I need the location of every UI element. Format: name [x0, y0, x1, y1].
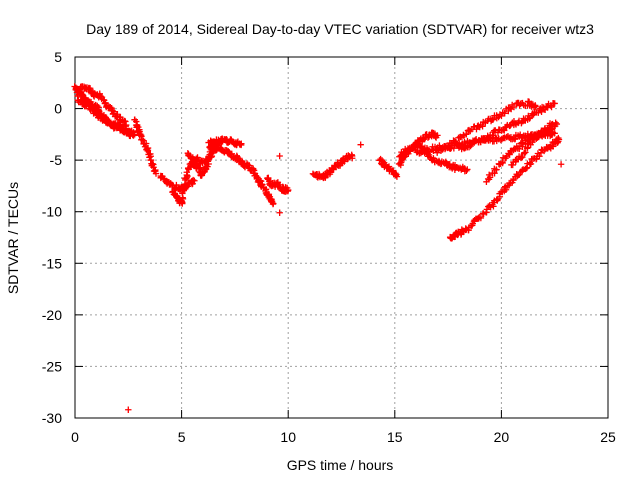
data-point — [238, 140, 245, 147]
data-point — [527, 160, 535, 168]
data-point — [142, 140, 150, 147]
data-point — [557, 161, 565, 168]
data-point — [276, 152, 283, 160]
data-point — [189, 176, 197, 184]
data-point — [502, 186, 510, 193]
data-point — [532, 103, 539, 110]
data-point — [506, 105, 514, 112]
x-tick-label: 0 — [71, 429, 79, 445]
x-tick-label: 20 — [494, 429, 510, 445]
y-axis-label: SDTVAR / TECUs — [5, 182, 21, 294]
grid — [75, 57, 608, 418]
data-point — [489, 116, 497, 123]
data-point — [446, 160, 453, 168]
data-point — [110, 108, 118, 115]
data-point — [184, 172, 191, 180]
data-point — [555, 136, 563, 143]
y-tick-label: -25 — [42, 358, 62, 374]
data-point — [417, 142, 424, 150]
data-point — [493, 166, 500, 173]
data-point — [191, 177, 198, 184]
plot-frame — [74, 56, 609, 419]
data-point — [464, 166, 471, 173]
data-point — [445, 144, 452, 151]
axes: 0 5 10 15 20 25 5 0 -5 -10 -15 -20 -25 -30 — [42, 49, 616, 445]
y-tick-label: -5 — [50, 152, 63, 168]
data-point — [506, 151, 513, 158]
data-point — [477, 214, 485, 222]
data-point — [519, 153, 526, 161]
data-point — [479, 123, 486, 130]
y-tick-label: -15 — [42, 255, 62, 271]
x-tick-label: 15 — [387, 429, 403, 445]
data-point — [91, 107, 98, 115]
data-point — [517, 154, 525, 162]
data-point — [473, 125, 480, 133]
data-point — [138, 136, 146, 143]
y-tick-label: 5 — [54, 49, 62, 65]
data-point — [265, 192, 272, 199]
data-point — [536, 153, 543, 160]
data-point — [179, 195, 187, 203]
data-point — [393, 173, 401, 180]
data-point — [285, 186, 292, 194]
data-point — [125, 406, 132, 413]
data-point — [463, 130, 470, 138]
x-axis-label: GPS time / hours — [287, 457, 394, 473]
data-point — [486, 174, 494, 181]
data-point — [493, 196, 500, 203]
data-point — [270, 200, 277, 207]
y-tick-label: -30 — [42, 410, 62, 426]
y-tick-label: 0 — [54, 101, 62, 117]
data-point — [514, 172, 522, 179]
data-point — [552, 119, 559, 126]
data-point — [357, 141, 364, 148]
data-point — [518, 139, 526, 146]
data-point — [549, 120, 556, 128]
x-tick-label: 25 — [600, 429, 616, 445]
x-tick-label: 10 — [280, 429, 296, 445]
data-point — [551, 130, 558, 137]
y-tick-label: -10 — [42, 204, 62, 220]
data-point — [434, 132, 441, 139]
data-point — [554, 139, 561, 146]
data-point — [269, 199, 276, 206]
y-tick-label: -20 — [42, 307, 62, 323]
data-point — [348, 152, 356, 160]
data-point — [276, 209, 283, 216]
data-point — [122, 121, 130, 129]
data-point — [463, 167, 470, 174]
data-point — [510, 103, 518, 111]
chart-title: Day 189 of 2014, Sidereal Day-to-day VTE… — [86, 21, 594, 37]
data-point — [477, 138, 484, 145]
data-point — [518, 119, 525, 126]
data-point — [195, 164, 203, 171]
data-point — [522, 149, 529, 156]
data-points — [71, 83, 565, 413]
x-tick-label: 5 — [178, 429, 186, 445]
data-point — [441, 145, 449, 153]
data-point — [452, 138, 460, 146]
data-point — [149, 160, 156, 167]
data-point — [548, 103, 555, 111]
data-point — [392, 172, 399, 179]
data-point — [465, 126, 473, 134]
data-point — [501, 110, 508, 117]
data-point — [254, 174, 261, 181]
data-point — [152, 170, 160, 177]
data-point — [551, 100, 558, 107]
